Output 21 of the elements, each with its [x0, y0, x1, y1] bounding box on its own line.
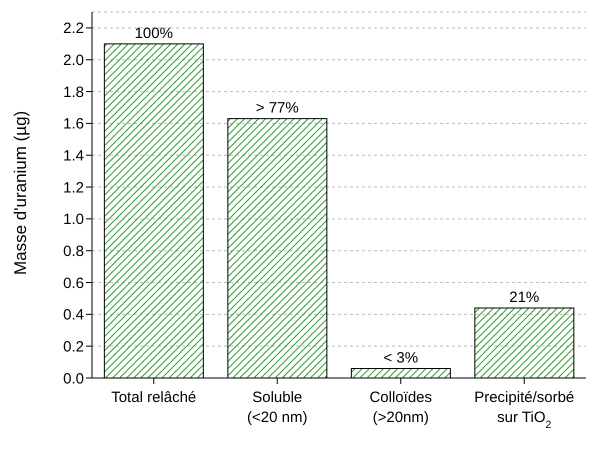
y-tick-label: 0.6 [63, 274, 84, 292]
annotation: 100% [134, 24, 173, 42]
y-tick-label: 0.2 [63, 338, 84, 356]
annotation: < 3% [383, 349, 418, 366]
y-tick-label: 1.4 [63, 148, 84, 165]
y-tick-label: 0.4 [63, 306, 84, 324]
annotation: > 77% [256, 100, 299, 117]
x-tick-label: Precipité/sorbé sur TiO$_{2}$ [474, 389, 574, 431]
y-tick-label: 1.0 [63, 211, 84, 228]
y-tick-label: 0.0 [63, 370, 84, 388]
y-tick-label: 2.0 [63, 52, 84, 70]
x-tick-label: Total relâché [111, 389, 196, 406]
annotation: 21% [509, 288, 540, 306]
y-tick-label: 1.2 [63, 179, 84, 196]
x-tick-label: Soluble (<20 nm) [247, 389, 308, 426]
y-axis-title: Masse d'uranium (µg) [11, 110, 30, 275]
x-tick-label: Colloïdes (>20nm) [369, 389, 432, 426]
y-tick-label: 0.8 [63, 243, 84, 260]
y-tick-label: 1.8 [63, 84, 84, 101]
y-tick-label: 1.6 [63, 116, 84, 133]
y-tick-label: 2.2 [63, 20, 84, 38]
